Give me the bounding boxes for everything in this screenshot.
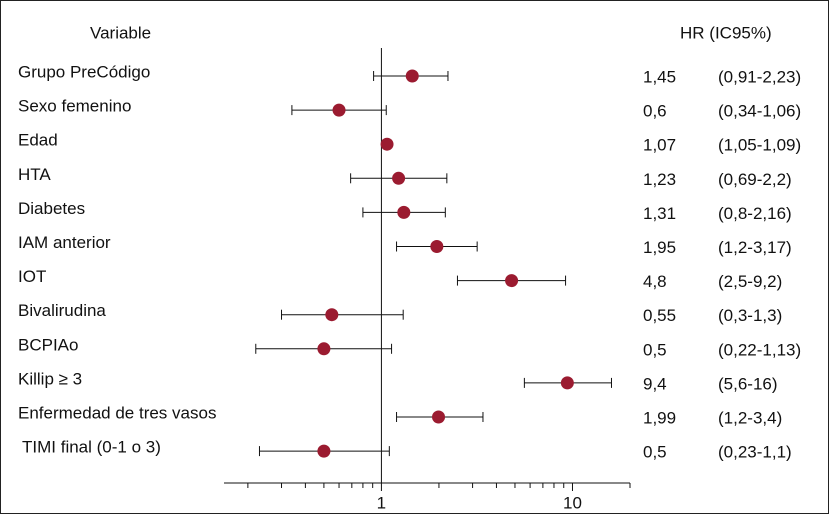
hr-label: 1,23 <box>643 170 676 189</box>
variable-label: Grupo PreCódigo <box>18 62 150 81</box>
hr-point <box>397 205 411 219</box>
estimate-header: HR (IC95%) <box>680 23 772 42</box>
variable-label: Sexo femenino <box>18 97 131 116</box>
variable-label: HTA <box>18 165 51 184</box>
ci-label: (0,3-1,3) <box>718 306 782 325</box>
hr-point <box>432 410 446 424</box>
x-tick-label: 10 <box>563 493 582 512</box>
hr-point <box>505 274 519 288</box>
ci-label: (5,6-16) <box>718 374 778 393</box>
ci-label: (0,22-1,13) <box>718 340 801 359</box>
variable-label: IOT <box>18 267 46 286</box>
ci-label: (1,2-3,17) <box>718 238 792 257</box>
ci-label: (0,69-2,2) <box>718 170 792 189</box>
ci-label: (0,8-2,16) <box>718 204 792 223</box>
variable-label: Diabetes <box>18 199 85 218</box>
hr-label: 0,55 <box>643 306 676 325</box>
hr-point <box>560 376 574 390</box>
hr-label: 1,95 <box>643 238 676 257</box>
hr-point <box>317 342 331 356</box>
variable-label: IAM anterior <box>18 233 111 252</box>
hr-point <box>392 171 406 185</box>
hr-label: 1,45 <box>643 67 676 86</box>
hr-point <box>405 69 419 83</box>
variable-label: Enfermedad de tres vasos <box>18 403 216 422</box>
variable-label: Bivalirudina <box>18 301 106 320</box>
hr-label: 1,07 <box>643 136 676 155</box>
hr-label: 0,5 <box>643 443 667 462</box>
x-tick-label: 1 <box>377 493 386 512</box>
hr-label: 1,99 <box>643 408 676 427</box>
hr-label: 4,8 <box>643 272 667 291</box>
ci-label: (1,05-1,09) <box>718 136 801 155</box>
hr-label: 0,5 <box>643 340 667 359</box>
hr-point <box>430 240 444 253</box>
variable-header: Variable <box>90 23 151 42</box>
ci-label: (0,34-1,06) <box>718 102 801 121</box>
ci-label: (2,5-9,2) <box>718 272 782 291</box>
variable-label: Killip ≥ 3 <box>18 369 82 388</box>
ci-label: (0,91-2,23) <box>718 67 801 86</box>
variable-label: Edad <box>18 131 58 150</box>
hr-label: 9,4 <box>643 374 667 393</box>
ci-label: (1,2-3,4) <box>718 408 782 427</box>
hr-point <box>325 308 339 322</box>
ci-label: (0,23-1,1) <box>718 443 792 462</box>
hr-label: 1,31 <box>643 204 676 223</box>
variable-label: BCPIAo <box>18 335 78 354</box>
hr-point <box>380 137 394 151</box>
hr-point <box>317 444 331 458</box>
variable-label: TIMI final (0-1 o 3) <box>22 438 161 457</box>
hr-point <box>332 103 346 117</box>
hr-label: 0,6 <box>643 102 667 121</box>
